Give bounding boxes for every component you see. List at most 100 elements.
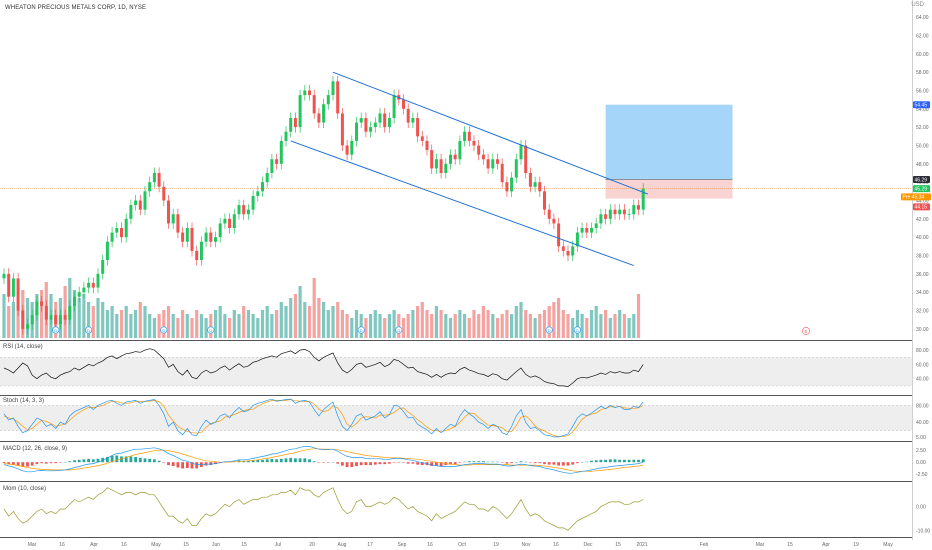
rsi-tick-label: 80.00 [916, 348, 929, 354]
volume-bar [411, 310, 415, 338]
volume-bar [387, 314, 391, 338]
candle-body [26, 324, 29, 329]
volume-bar [213, 310, 218, 338]
macd-histogram-bar [510, 462, 513, 464]
candle-body [430, 150, 434, 169]
volume-bar [618, 310, 622, 338]
macd-histogram-bar [265, 459, 269, 463]
candle-body [627, 214, 631, 216]
macd-histogram-bar [355, 462, 358, 467]
stoch-label: Stoch (14, 3, 3) [3, 398, 45, 404]
candle-body [143, 191, 147, 210]
dividend-marker-label: D [209, 328, 212, 333]
candle-body [110, 232, 114, 242]
volume-bar [599, 314, 603, 338]
candle-body [359, 118, 363, 123]
dividend-marker-label: D [54, 328, 57, 333]
x-tick-label: 2021 [636, 542, 647, 548]
volume-bar [96, 298, 100, 338]
position-zones[interactable] [0, 104, 912, 199]
macd-histogram-bar [73, 460, 76, 463]
macd-histogram-bar [439, 462, 443, 467]
currency-label[interactable]: USD [911, 2, 924, 8]
volume-bar [77, 298, 81, 338]
macd-histogram-bar [599, 459, 603, 463]
macd-histogram-bar [82, 459, 86, 463]
volume-bar [434, 306, 438, 338]
dividend-marker [395, 326, 403, 334]
volume-bar [317, 298, 321, 338]
volume-bar [406, 314, 410, 338]
volume-bar [260, 310, 265, 338]
candle-body [54, 315, 58, 325]
candle-body [148, 182, 152, 192]
volume-bar [514, 306, 518, 338]
candle-body [242, 205, 246, 215]
volume-bar [25, 298, 30, 338]
trend-channel[interactable] [290, 71, 649, 267]
volume-bar [331, 306, 335, 338]
x-tick-label: 16 [553, 542, 559, 548]
volume-bar [326, 310, 330, 338]
volume-bar [467, 318, 471, 338]
candle-body [552, 218, 556, 224]
price-badge-label: Pre 45.34 [903, 195, 925, 201]
volume-bar [105, 310, 109, 338]
macd-histogram-bar [623, 459, 626, 463]
volume-bar [542, 310, 547, 338]
x-tick-label: 16 [427, 542, 433, 548]
macd-histogram-bar [435, 462, 438, 466]
macd-histogram-bar [453, 462, 457, 465]
x-tick-label: Apr [90, 542, 98, 548]
stoch-pane: 80.00 40.00 5.00 [0, 398, 929, 441]
x-tick-label: 16 [59, 542, 65, 548]
price-badge-label: 54.45 [915, 103, 928, 109]
target-zone [605, 104, 733, 180]
candle-body [425, 140, 429, 151]
macd-histogram-bar [209, 462, 213, 466]
x-tick-label: Feb [700, 542, 709, 548]
macd-histogram-bar [641, 459, 645, 463]
x-tick-label: May [883, 542, 893, 548]
macd-tick-label: 0.00 [916, 460, 926, 466]
dividend-marker-label: D [162, 328, 165, 333]
macd-histogram-bar [185, 462, 189, 468]
volume-bar [298, 286, 302, 338]
volume-bar [557, 298, 561, 338]
macd-histogram-bar [289, 457, 293, 463]
price-tick-label: 34.00 [916, 290, 929, 296]
volume-bar [430, 314, 434, 338]
rsi-tick-label: 60.00 [916, 362, 929, 368]
candle-body [392, 95, 396, 118]
candle-body [599, 214, 603, 224]
price-candles [2, 75, 645, 335]
macd-histogram-bar [571, 462, 575, 465]
macd-histogram-bar [613, 459, 617, 463]
price-tick-label: 62.00 [916, 34, 929, 40]
macd-histogram-bar [270, 458, 274, 463]
candle-body [209, 232, 213, 242]
candle-body [40, 301, 44, 306]
volume-bar [270, 314, 274, 338]
macd-histogram-bar [40, 462, 43, 464]
candle-body [637, 205, 640, 210]
candle-body [477, 145, 481, 155]
macd-histogram-bar [543, 462, 546, 465]
macd-histogram-bar [157, 460, 161, 463]
candle-body [214, 237, 217, 242]
macd-histogram-bar [68, 461, 72, 463]
macd-histogram-bar [369, 462, 372, 466]
macd-histogram-bar [120, 456, 123, 463]
volume-bar [566, 314, 570, 338]
candle-body [528, 173, 532, 187]
volume-bar [458, 310, 462, 338]
volume-bar [124, 306, 128, 338]
macd-histogram-bar [604, 459, 607, 463]
volume-bar [115, 314, 119, 338]
volume-bar [383, 318, 387, 338]
macd-histogram-bar [190, 462, 194, 469]
dividend-marker [52, 326, 60, 334]
volume-bar [228, 318, 232, 338]
